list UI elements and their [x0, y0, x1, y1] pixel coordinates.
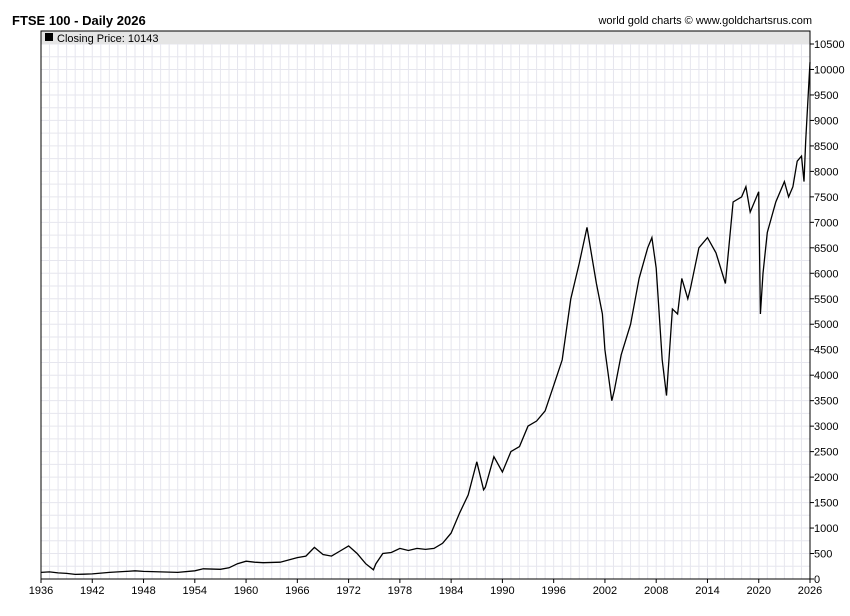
chart-grid — [40, 43, 811, 580]
y-tick-label: 1000 — [814, 523, 838, 535]
x-tick-label: 1984 — [439, 585, 463, 597]
chart-title: FTSE 100 - Daily 2026 — [12, 13, 146, 28]
x-tick-label: 2014 — [695, 585, 719, 597]
y-tick-label: 500 — [814, 549, 832, 561]
x-tick-label: 1972 — [336, 585, 360, 597]
x-tick-label: 2008 — [644, 585, 668, 597]
y-tick-label: 2000 — [814, 472, 838, 484]
y-tick-label: 0 — [814, 574, 820, 586]
y-tick-label: 7500 — [814, 192, 838, 204]
x-tick-label: 1966 — [285, 585, 309, 597]
y-tick-label: 10000 — [814, 64, 845, 76]
x-tick-label: 1942 — [80, 585, 104, 597]
y-tick-label: 9500 — [814, 90, 838, 102]
y-axis: 0 500 1000 1500 2000 2500 3000 3500 4000 4500 5000… — [810, 39, 845, 586]
closing-price-line — [40, 62, 811, 576]
y-tick-label: 5500 — [814, 294, 838, 306]
legend-swatch — [45, 33, 53, 41]
y-tick-label: 4500 — [814, 345, 838, 357]
y-tick-label: 5000 — [814, 319, 838, 331]
y-tick-label: 3000 — [814, 421, 838, 433]
y-tick-label: 8500 — [814, 141, 838, 153]
x-tick-label: 1996 — [541, 585, 565, 597]
x-axis: 1936 1942 1948 1954 1960 1966 1972 1978 1984 1990… — [29, 579, 822, 597]
plot-frame — [40, 30, 811, 580]
x-tick-label: 1948 — [131, 585, 155, 597]
credit-text: world gold charts © www.goldchartsrus.co… — [598, 15, 812, 27]
x-tick-label: 1936 — [29, 585, 53, 597]
y-tick-label: 10500 — [814, 39, 845, 51]
y-tick-label: 6500 — [814, 243, 838, 255]
y-tick-label: 8000 — [814, 166, 838, 178]
x-tick-label: 1960 — [234, 585, 258, 597]
x-tick-label: 1954 — [183, 585, 207, 597]
y-tick-label: 9000 — [814, 115, 838, 127]
y-tick-label: 2500 — [814, 447, 838, 459]
y-tick-label: 6000 — [814, 268, 838, 280]
legend-text: Closing Price: 10143 — [57, 33, 159, 45]
x-tick-label: 2002 — [593, 585, 617, 597]
legend-box — [41, 31, 810, 44]
x-tick-label: 1990 — [490, 585, 514, 597]
y-tick-label: 7000 — [814, 217, 838, 229]
x-tick-label: 2026 — [798, 585, 822, 597]
x-tick-label: 1978 — [388, 585, 412, 597]
y-tick-label: 4000 — [814, 370, 838, 382]
y-tick-label: 1500 — [814, 498, 838, 510]
y-tick-label: 3500 — [814, 396, 838, 408]
x-tick-label: 2020 — [746, 585, 770, 597]
